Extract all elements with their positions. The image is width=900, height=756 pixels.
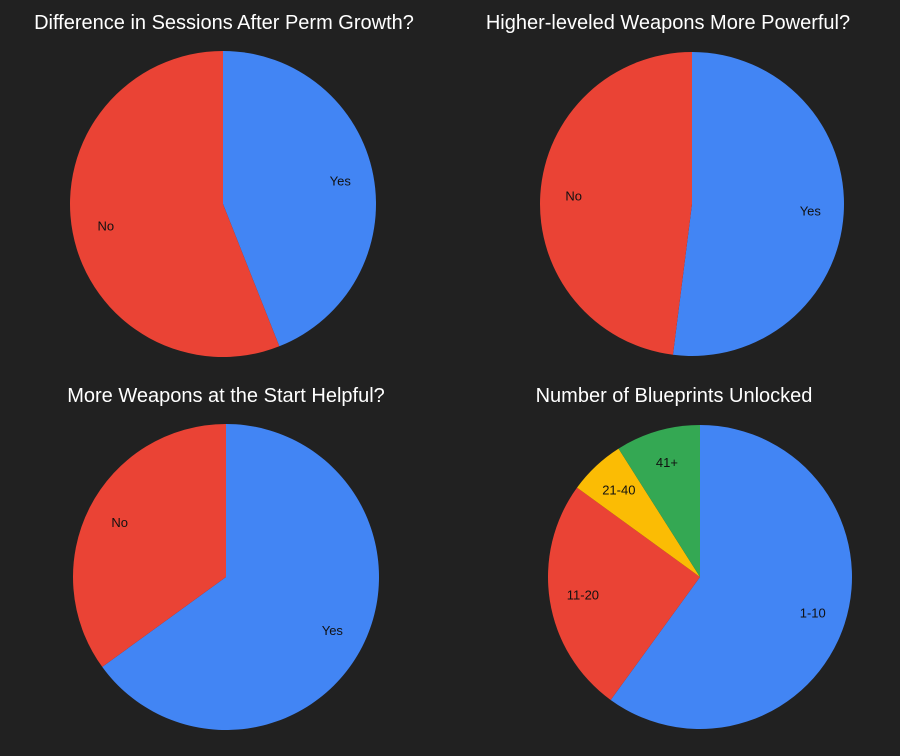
slice-label: No	[97, 218, 114, 233]
pie-slice-yes	[223, 51, 377, 347]
chart-title: More Weapons at the Start Helpful?	[67, 385, 385, 407]
pie-slice-yes	[672, 52, 844, 356]
pie-chart-weapons-start: More Weapons at the Start Helpful? Yes No	[0, 373, 450, 751]
slice-label: 21-40	[602, 483, 635, 498]
slice-label: 1-10	[800, 606, 826, 621]
pie-svg: 1-10 11-20 21-40 41+	[548, 425, 852, 729]
slice-label: 11-20	[567, 588, 599, 603]
pie-svg: Yes No	[540, 52, 844, 356]
chart-title: Difference in Sessions After Perm Growth…	[34, 12, 414, 34]
chart-title: Number of Blueprints Unlocked	[535, 385, 813, 407]
slice-label: Yes	[800, 203, 822, 218]
chart-title: Higher-leveled Weapons More Powerful?	[485, 12, 851, 34]
pie-slice-41-	[618, 425, 700, 577]
pie-slice-yes	[102, 424, 379, 730]
slice-label: No	[565, 189, 582, 204]
pie-slice-1-10	[610, 425, 852, 729]
pie-svg: Yes No	[70, 51, 377, 357]
pie-slice-no	[540, 52, 692, 355]
pie-svg: Yes No	[73, 424, 379, 730]
slice-label: No	[111, 515, 128, 530]
pie-chart-weapons-powerful: Higher-leveled Weapons More Powerful? Ye…	[450, 0, 900, 378]
slice-label: 41+	[656, 455, 678, 470]
pie-chart-blueprints: Number of Blueprints Unlocked 1-10 11-20 2…	[450, 373, 900, 751]
pie-slice-no	[73, 424, 226, 667]
pie-slice-no	[70, 51, 280, 357]
pie-slice-11-20	[548, 487, 700, 700]
slice-label: Yes	[322, 623, 344, 638]
pie-chart-sessions: Difference in Sessions After Perm Growth…	[0, 0, 450, 378]
pie-slice-21-40	[577, 448, 700, 577]
slice-label: Yes	[330, 174, 352, 189]
